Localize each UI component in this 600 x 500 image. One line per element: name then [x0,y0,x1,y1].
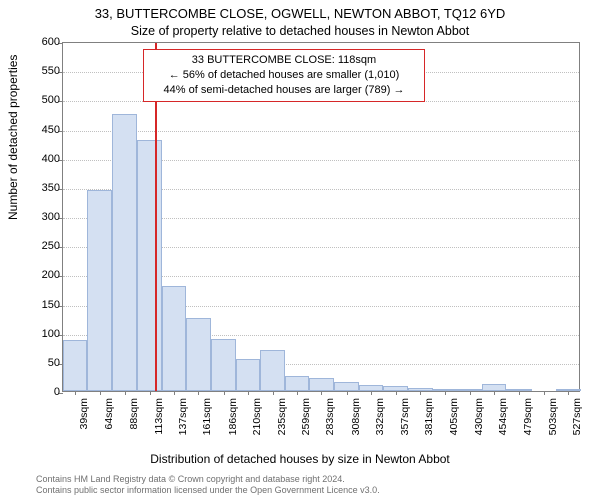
xtick-mark [396,391,397,395]
xtick-mark [347,391,348,395]
histogram-bar [112,114,136,391]
infobox-line1: 33 BUTTERCOMBE CLOSE: 118sqm [150,53,418,68]
xtick-label: 186sqm [227,398,239,435]
infobox-line3: 44% of semi-detached houses are larger (… [150,83,418,98]
histogram-bar [285,376,309,391]
xtick-mark [544,391,545,395]
histogram-bar [137,140,162,391]
xtick-label: 39sqm [78,398,90,430]
xtick-mark [420,391,421,395]
histogram-bar [162,286,186,391]
histogram-bar [309,378,333,391]
footer-line1: Contains HM Land Registry data © Crown c… [36,474,380,485]
y-axis-label: Number of detached properties [6,55,20,220]
xtick-label: 161sqm [201,398,213,435]
xtick-label: 430sqm [473,398,485,435]
histogram-bar [236,359,260,391]
xtick-mark [519,391,520,395]
ytick-label: 550 [20,65,60,77]
xtick-label: 332sqm [374,398,386,435]
xtick-label: 64sqm [103,398,115,430]
xtick-label: 454sqm [497,398,509,435]
ytick-label: 150 [20,299,60,311]
xtick-label: 527sqm [571,398,583,435]
xtick-label: 479sqm [522,398,534,435]
xtick-label: 405sqm [448,398,460,435]
histogram-bar [63,340,87,391]
ytick-label: 350 [20,182,60,194]
xtick-mark [297,391,298,395]
xtick-mark [100,391,101,395]
ytick-label: 0 [20,386,60,398]
xtick-mark [494,391,495,395]
xtick-label: 259sqm [300,398,312,435]
xtick-mark [75,391,76,395]
chart-subtitle: Size of property relative to detached ho… [0,24,600,38]
histogram-bar [87,190,112,391]
ytick-label: 500 [20,94,60,106]
xtick-label: 88sqm [128,398,140,430]
xtick-mark [125,391,126,395]
marker-infobox: 33 BUTTERCOMBE CLOSE: 118sqm ← 56% of de… [143,49,425,102]
ytick-label: 600 [20,36,60,48]
plot-area: 33 BUTTERCOMBE CLOSE: 118sqm ← 56% of de… [62,42,580,392]
xtick-mark [248,391,249,395]
ytick-label: 400 [20,153,60,165]
histogram-bar [334,382,359,391]
xtick-mark [470,391,471,395]
footer-line2: Contains public sector information licen… [36,485,380,496]
xtick-label: 283sqm [324,398,336,435]
xtick-label: 381sqm [423,398,435,435]
ytick-label: 250 [20,240,60,252]
gridline [63,131,579,132]
xtick-label: 235sqm [276,398,288,435]
ytick-label: 300 [20,211,60,223]
xtick-mark [321,391,322,395]
chart-footer: Contains HM Land Registry data © Crown c… [36,474,380,497]
ytick-label: 100 [20,328,60,340]
xtick-label: 137sqm [177,398,189,435]
xtick-mark [371,391,372,395]
xtick-mark [568,391,569,395]
histogram-bar [482,384,506,391]
xtick-label: 308sqm [350,398,362,435]
xtick-label: 357sqm [399,398,411,435]
x-axis-label: Distribution of detached houses by size … [0,452,600,466]
ytick-label: 50 [20,357,60,369]
xtick-label: 113sqm [153,398,165,435]
histogram-bar [260,350,285,391]
xtick-mark [174,391,175,395]
infobox-line2: ← 56% of detached houses are smaller (1,… [150,68,418,83]
xtick-mark [198,391,199,395]
xtick-mark [150,391,151,395]
xtick-mark [224,391,225,395]
chart-title-address: 33, BUTTERCOMBE CLOSE, OGWELL, NEWTON AB… [0,6,600,21]
xtick-mark [445,391,446,395]
xtick-mark [273,391,274,395]
histogram-bar [211,339,235,392]
ytick-label: 200 [20,269,60,281]
ytick-label: 450 [20,124,60,136]
histogram-bar [186,318,211,391]
xtick-label: 210sqm [251,398,263,435]
xtick-label: 503sqm [547,398,559,435]
